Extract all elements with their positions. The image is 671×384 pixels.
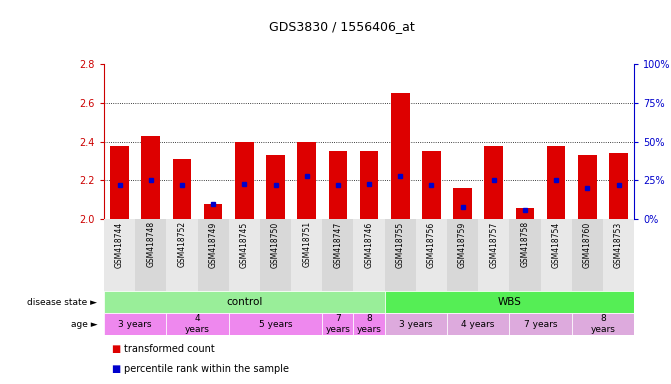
Text: GSM418744: GSM418744 <box>115 221 124 268</box>
Bar <box>260 219 291 291</box>
Bar <box>515 207 534 219</box>
Bar <box>478 219 509 291</box>
Text: age ►: age ► <box>70 319 97 329</box>
Bar <box>453 188 472 219</box>
Bar <box>447 313 509 335</box>
Text: GSM418755: GSM418755 <box>396 221 405 268</box>
Bar <box>104 219 135 291</box>
Bar <box>547 146 566 219</box>
Text: 7
years: 7 years <box>325 314 350 334</box>
Bar <box>291 219 322 291</box>
Text: GSM418748: GSM418748 <box>146 221 155 267</box>
Text: GDS3830 / 1556406_at: GDS3830 / 1556406_at <box>269 20 415 33</box>
Text: 4 years: 4 years <box>462 319 495 329</box>
Bar <box>110 146 129 219</box>
Bar <box>360 151 378 219</box>
Text: GSM418757: GSM418757 <box>489 221 499 268</box>
Bar <box>266 155 285 219</box>
Text: disease state ►: disease state ► <box>28 298 97 307</box>
Bar <box>391 93 409 219</box>
Text: control: control <box>226 297 262 307</box>
Bar <box>322 219 354 291</box>
Bar <box>384 219 416 291</box>
Text: GSM418749: GSM418749 <box>209 221 217 268</box>
Text: GSM418746: GSM418746 <box>364 221 374 268</box>
Text: 8
years: 8 years <box>356 314 382 334</box>
Bar <box>572 219 603 291</box>
Text: ■: ■ <box>111 364 120 374</box>
Bar <box>197 219 229 291</box>
Text: 8
years: 8 years <box>590 314 615 334</box>
Text: GSM418751: GSM418751 <box>302 221 311 267</box>
Bar <box>484 146 503 219</box>
Text: WBS: WBS <box>497 297 521 307</box>
Bar <box>104 291 384 313</box>
Bar <box>509 219 541 291</box>
Bar <box>578 155 597 219</box>
Bar <box>204 204 223 219</box>
Bar <box>166 313 229 335</box>
Text: GSM418752: GSM418752 <box>177 221 187 267</box>
Bar <box>229 219 260 291</box>
Text: GSM418756: GSM418756 <box>427 221 436 268</box>
Text: GSM418760: GSM418760 <box>583 221 592 268</box>
Text: 5 years: 5 years <box>259 319 293 329</box>
Bar <box>172 159 191 219</box>
Text: transformed count: transformed count <box>124 344 215 354</box>
Bar <box>509 313 572 335</box>
Bar <box>384 313 447 335</box>
Text: GSM418745: GSM418745 <box>240 221 249 268</box>
Bar <box>329 151 347 219</box>
Bar <box>416 219 447 291</box>
Bar <box>297 142 316 219</box>
Bar <box>104 313 166 335</box>
Bar <box>603 219 634 291</box>
Text: 3 years: 3 years <box>399 319 433 329</box>
Bar <box>354 313 384 335</box>
Text: percentile rank within the sample: percentile rank within the sample <box>124 364 289 374</box>
Text: 3 years: 3 years <box>119 319 152 329</box>
Bar <box>142 136 160 219</box>
Bar <box>166 219 197 291</box>
Text: GSM418750: GSM418750 <box>271 221 280 268</box>
Bar <box>135 219 166 291</box>
Bar <box>354 219 384 291</box>
Bar <box>447 219 478 291</box>
Text: 7 years: 7 years <box>524 319 558 329</box>
Bar <box>229 313 322 335</box>
Text: 4
years: 4 years <box>185 314 210 334</box>
Text: GSM418759: GSM418759 <box>458 221 467 268</box>
Bar <box>322 313 354 335</box>
Bar <box>235 142 254 219</box>
Text: ■: ■ <box>111 344 120 354</box>
Bar <box>609 153 628 219</box>
Bar <box>384 291 634 313</box>
Text: GSM418753: GSM418753 <box>614 221 623 268</box>
Bar <box>422 151 441 219</box>
Text: GSM418747: GSM418747 <box>333 221 342 268</box>
Text: GSM418754: GSM418754 <box>552 221 561 268</box>
Bar <box>572 313 634 335</box>
Text: GSM418758: GSM418758 <box>521 221 529 267</box>
Bar <box>541 219 572 291</box>
